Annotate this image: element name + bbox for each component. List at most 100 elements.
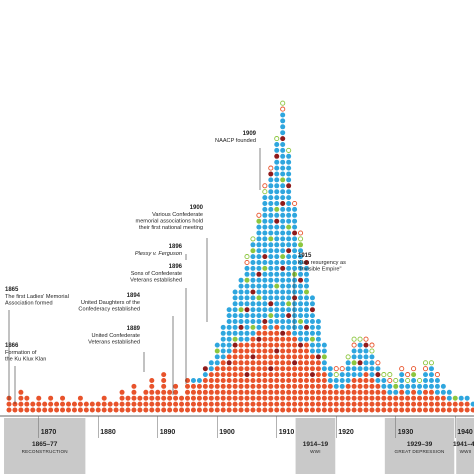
dot	[220, 324, 226, 330]
dot	[274, 248, 280, 254]
dot	[381, 401, 387, 407]
dot	[143, 407, 149, 413]
dot	[101, 401, 107, 407]
dot	[304, 265, 309, 271]
dot	[309, 324, 315, 330]
dot	[440, 389, 446, 395]
dot	[250, 366, 256, 372]
dot	[292, 360, 298, 366]
dot	[268, 206, 274, 212]
dot	[220, 348, 226, 354]
dot	[399, 383, 405, 389]
open-dot	[393, 377, 399, 384]
dot	[256, 242, 262, 248]
open-dot	[416, 377, 423, 384]
dot	[226, 336, 232, 342]
dot	[280, 307, 286, 313]
dot	[250, 383, 256, 389]
dot	[66, 401, 71, 407]
annotation-year: 1866	[5, 343, 19, 349]
dot	[268, 242, 274, 248]
dot	[250, 401, 256, 407]
dot	[119, 401, 125, 407]
dot	[238, 360, 244, 366]
dot	[179, 401, 185, 407]
dot	[315, 319, 321, 324]
dot	[327, 389, 333, 395]
dot	[292, 260, 298, 265]
dot	[286, 230, 292, 236]
dot	[214, 383, 220, 389]
dot	[434, 401, 440, 407]
dot	[244, 336, 250, 342]
dot	[411, 372, 417, 378]
dot	[351, 366, 357, 372]
dot	[113, 401, 119, 407]
dot	[369, 389, 375, 395]
dot	[315, 354, 321, 360]
dot	[244, 360, 250, 366]
dot	[268, 366, 274, 372]
dot	[357, 348, 363, 354]
dot	[304, 348, 309, 354]
dot	[274, 236, 280, 242]
dot	[280, 342, 286, 348]
open-dot	[250, 236, 256, 242]
dot	[256, 313, 262, 319]
dot	[280, 354, 286, 360]
dot	[286, 206, 292, 212]
dot	[250, 248, 256, 254]
dot	[274, 206, 280, 212]
dot	[327, 395, 333, 401]
annotation-year: 1865	[5, 287, 19, 293]
dot	[363, 342, 369, 348]
dot	[309, 366, 315, 372]
dot	[262, 195, 268, 201]
annotation-text: United Confederate	[91, 333, 140, 339]
dot	[268, 360, 274, 366]
dot	[101, 395, 107, 401]
dot	[256, 218, 262, 224]
dot	[48, 401, 54, 407]
dot	[309, 307, 315, 313]
dot	[369, 401, 375, 407]
dot	[304, 401, 309, 407]
dot	[298, 307, 304, 313]
dot	[244, 378, 250, 383]
dot	[262, 319, 268, 324]
dot	[387, 395, 393, 401]
dot	[286, 395, 292, 401]
dot	[226, 330, 232, 336]
dot	[292, 212, 298, 218]
dot	[357, 395, 363, 401]
dot	[292, 342, 298, 348]
dot	[244, 395, 250, 401]
dot	[357, 372, 363, 378]
dot	[262, 389, 268, 395]
dot	[256, 395, 262, 401]
dot	[268, 289, 274, 295]
dot	[274, 189, 280, 195]
dot	[280, 407, 286, 413]
dot	[250, 378, 256, 383]
dot	[226, 324, 232, 330]
dot	[280, 389, 286, 395]
dot	[220, 354, 226, 360]
tick-label: 1870	[41, 429, 57, 436]
annotation-year: 1894	[127, 293, 141, 299]
annotation-year: 1900	[190, 205, 204, 211]
open-dot	[262, 189, 268, 195]
dot	[274, 265, 280, 271]
dot	[434, 395, 440, 401]
dot	[292, 407, 298, 413]
dot	[274, 330, 280, 336]
dot	[143, 389, 149, 395]
dot	[262, 407, 268, 413]
dot	[262, 218, 268, 224]
dot	[393, 401, 399, 407]
dot	[286, 383, 292, 389]
dot	[48, 407, 54, 413]
open-dot	[280, 106, 286, 112]
dot	[238, 395, 244, 401]
